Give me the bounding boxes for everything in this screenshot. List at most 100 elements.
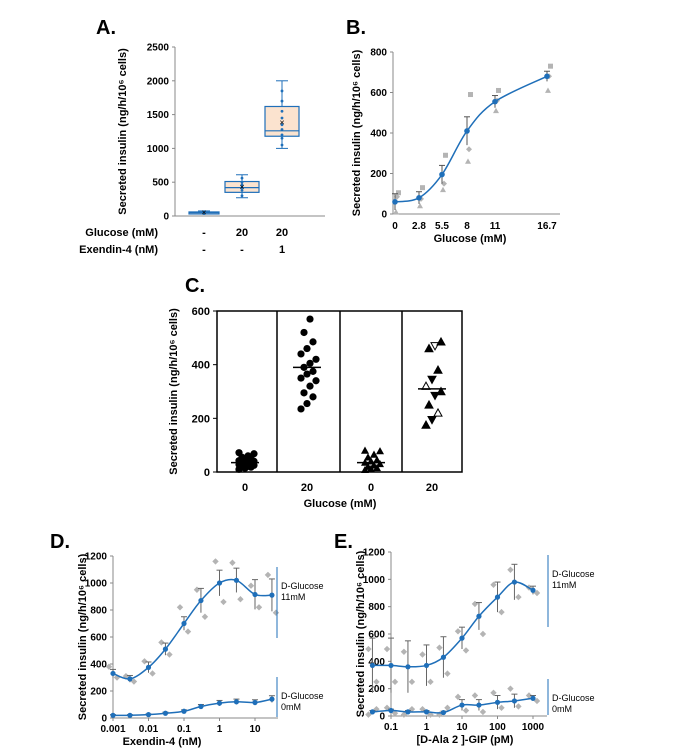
e-mean-point: [388, 662, 394, 669]
e-mean-point: [369, 709, 376, 715]
d-mean-point: [269, 592, 275, 598]
c-point-triangle: [376, 447, 384, 455]
b-x-tick-label: 0: [392, 221, 398, 232]
e-replicate-diamond: [391, 678, 399, 686]
a-row-value: -: [240, 244, 244, 256]
c-point-triangle: [427, 415, 437, 425]
d-series-label: D-Glucose: [281, 691, 324, 701]
a-y-axis-label: Secreted insulin (ng/h/10⁶ cells): [117, 48, 129, 215]
a-point: [280, 136, 284, 140]
e-replicate-diamond: [383, 704, 391, 711]
e-replicate-diamond: [498, 704, 505, 711]
b-mean-point: [439, 171, 445, 178]
c-point-triangle: [421, 420, 431, 429]
e-x-axis-label: [D-Ala 2 ]-GIP (pM): [417, 734, 514, 746]
d-y-axis-label: Secreted insulin (ng/h/10⁶ cells): [77, 553, 89, 720]
b-y-tick-label: 200: [370, 169, 387, 180]
b-mean-point: [392, 199, 398, 205]
b-y-tick-label: 400: [370, 129, 387, 140]
b-mean-point: [544, 73, 550, 80]
c-y-axis-label: Secreted insulin (ng/h/10⁶ cells): [168, 308, 180, 475]
e-replicate-diamond: [427, 678, 434, 686]
d-y-tick-label: 200: [90, 687, 107, 698]
b-x-tick-label: 5.5: [435, 221, 449, 232]
c-point-circle: [297, 405, 305, 413]
d-x-tick-label: 1: [217, 724, 223, 735]
e-mean-point: [494, 594, 501, 600]
a-point: [240, 194, 244, 198]
e-y-tick-label: 0: [379, 712, 385, 723]
e-replicate-diamond: [490, 581, 497, 588]
d-mean-point: [252, 699, 258, 706]
e-replicate-diamond: [400, 648, 408, 655]
d-replicate-diamond: [105, 663, 113, 670]
c-point-circle: [250, 450, 258, 458]
d-x-tick-label: 0.01: [139, 724, 159, 735]
e-replicate-diamond: [436, 644, 443, 651]
e-series-line: [372, 581, 534, 668]
e-mean-point: [511, 579, 518, 585]
d-replicate-diamond: [272, 609, 280, 616]
a-row-value: 20: [276, 227, 288, 239]
b-x-axis-label: Glucose (mM): [434, 233, 507, 245]
c-point-circle: [303, 344, 311, 353]
d-series-label: D-Glucose: [281, 581, 324, 591]
d-mean-point: [269, 696, 275, 702]
d-y-tick-label: 600: [90, 633, 107, 644]
c-y-tick-label: 0: [204, 467, 210, 479]
c-point-circle: [309, 367, 317, 375]
b-replicate-triangle: [440, 186, 446, 193]
a-point: [280, 143, 284, 147]
c-point-circle: [300, 389, 308, 397]
c-x-tick-label: 0: [242, 482, 248, 494]
e-y-tick-label: 1200: [363, 548, 386, 559]
e-mean-point: [388, 707, 394, 714]
d-y-tick-label: 400: [90, 660, 107, 671]
c-point-circle: [297, 350, 305, 358]
e-replicate-diamond: [365, 645, 372, 653]
e-replicate-diamond: [436, 711, 443, 718]
c-x-tick-label: 20: [301, 482, 313, 494]
e-y-tick-label: 1000: [363, 575, 386, 586]
d-mean-point: [252, 591, 258, 598]
panel-b: B. 0 200 400 600 800 0 2.8 5.5 8 11 16.7 Glucose (mM…: [346, 17, 560, 245]
e-x-tick-label: 100: [489, 722, 506, 733]
b-replicate-square: [443, 152, 448, 158]
e-replicate-diamond: [471, 692, 479, 699]
e-x-tick-label: 10: [456, 722, 468, 733]
e-replicate-diamond: [444, 704, 451, 711]
panel-d-label: D.: [50, 531, 70, 553]
a-y-tick-label: 500: [152, 178, 169, 189]
a-mean-marker: ×: [239, 182, 244, 192]
e-mean-point: [494, 699, 501, 705]
e-mean-point: [530, 587, 536, 593]
e-replicate-diamond: [479, 630, 487, 638]
a-point: [280, 116, 284, 120]
a-row-value: 20: [236, 227, 248, 239]
a-y-tick-label: 1500: [147, 110, 170, 121]
e-y-tick-label: 600: [368, 630, 385, 641]
a-row-value: -: [202, 244, 206, 256]
b-replicate-triangle: [465, 158, 471, 164]
e-x-tick-label: 0.1: [384, 722, 398, 733]
c-point-circle: [297, 374, 305, 382]
a-point: [240, 188, 244, 192]
d-replicate-diamond: [247, 582, 255, 589]
a-point: [280, 109, 284, 113]
d-y-tick-label: 1200: [85, 552, 108, 563]
c-y-tick-label: 400: [192, 360, 210, 372]
a-y-tick-label: 2000: [147, 76, 170, 87]
d-mean-point: [233, 699, 240, 705]
d-mean-point: [110, 712, 116, 718]
e-series-label: 0mM: [552, 704, 572, 714]
c-point-circle: [312, 377, 320, 385]
d-replicate-diamond: [166, 651, 173, 658]
d-x-axis-label: Exendin-4 (nM): [123, 736, 202, 748]
b-replicate-square: [396, 190, 401, 196]
e-x-tick-label: 1: [424, 722, 430, 733]
e-series-label: D-Glucose: [552, 693, 595, 703]
c-point-circle: [244, 452, 252, 460]
e-replicate-diamond: [507, 685, 514, 692]
e-replicate-diamond: [515, 703, 522, 710]
e-mean-point: [440, 709, 447, 716]
